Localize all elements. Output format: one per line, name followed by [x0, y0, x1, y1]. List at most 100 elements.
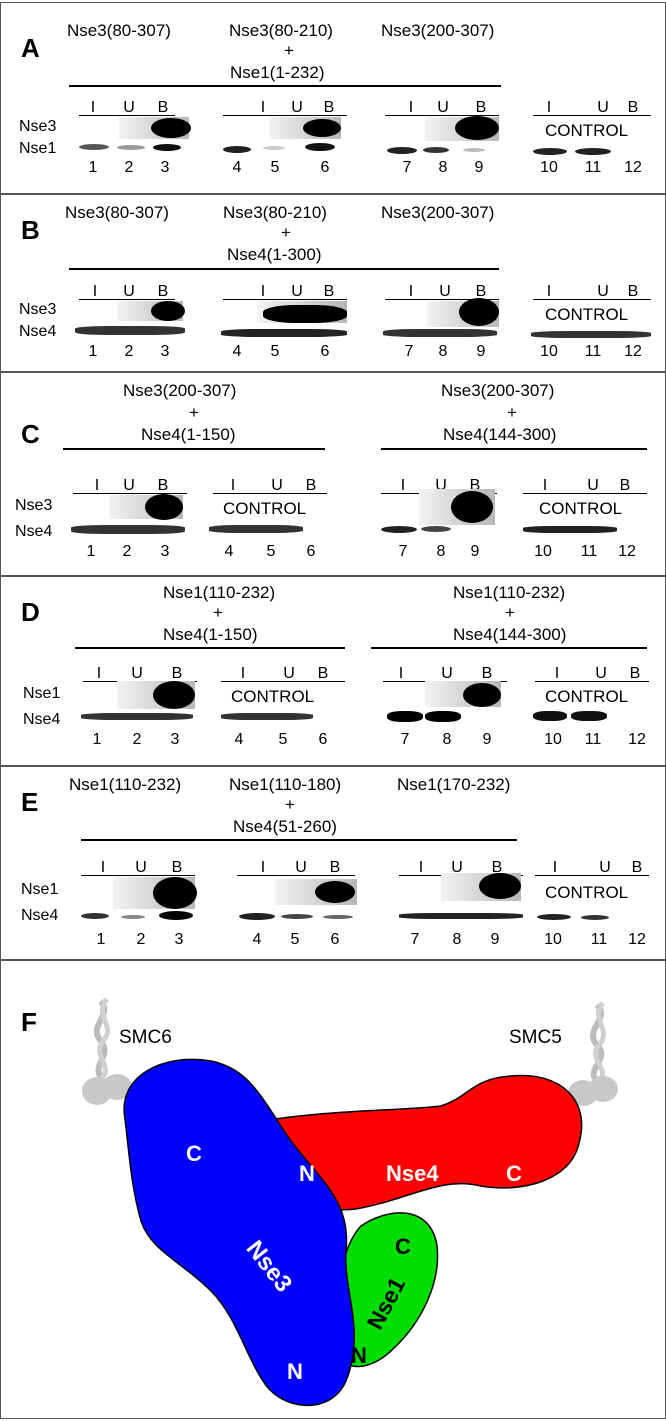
- row-label: Nse1: [21, 881, 59, 898]
- construct-label: Nse3(80-307): [65, 203, 169, 222]
- lane-header-line: [535, 875, 649, 876]
- blot-band: [533, 148, 567, 155]
- lane-header-line: [237, 875, 355, 876]
- blot-band: [79, 144, 109, 150]
- lane-header: B: [171, 665, 183, 682]
- lane-header: U: [451, 859, 463, 876]
- lane-number: 8: [452, 931, 462, 948]
- bracket-line: [69, 85, 501, 87]
- blot-band: [455, 116, 499, 140]
- lane-header: B: [157, 477, 169, 494]
- blot-band: [383, 329, 497, 337]
- blot-band: [451, 491, 493, 523]
- lane-header: U: [291, 99, 303, 116]
- lane-header: U: [599, 859, 611, 876]
- blot-band: [423, 147, 449, 153]
- lane-number: 7: [402, 159, 412, 176]
- bracket-line: [69, 268, 499, 270]
- blot-band: [81, 913, 109, 919]
- lane-number: 3: [174, 931, 184, 948]
- lane-number: 8: [438, 343, 448, 360]
- lane-number: 6: [320, 159, 330, 176]
- bracket-line: [81, 839, 517, 841]
- lane-number: 11: [580, 543, 598, 560]
- blot-band: [425, 711, 461, 722]
- blot-band: [239, 913, 275, 920]
- construct-label: Nse1(110-232): [453, 583, 566, 602]
- lane-header: B: [323, 99, 335, 116]
- plus-sign: +: [213, 603, 223, 622]
- lane-header-line: [221, 681, 345, 682]
- lane-number: 6: [330, 931, 340, 948]
- blot-band: [223, 146, 251, 153]
- lane-number: 7: [398, 543, 408, 560]
- lane-header: I: [546, 99, 552, 116]
- panel-f: F SMC6 SMC5 C: [0, 960, 666, 1419]
- plus-sign: +: [505, 603, 515, 622]
- blot-band: [153, 144, 181, 151]
- partner-label: Nse4(1-150): [163, 625, 258, 644]
- lane-header: I: [408, 99, 414, 116]
- blot-band: [145, 494, 183, 520]
- lane-number: 1: [86, 543, 96, 560]
- lane-header: B: [627, 283, 639, 300]
- lane-header-line: [385, 299, 499, 300]
- blot-band: [381, 526, 417, 533]
- blot-band: [263, 146, 285, 150]
- construct-label: Nse1(110-180): [229, 775, 342, 794]
- lane-number: 3: [160, 159, 170, 176]
- lane-header: B: [481, 665, 493, 682]
- lane-header: U: [295, 859, 307, 876]
- blot-band: [315, 881, 355, 903]
- blot-band: [117, 145, 145, 150]
- lane-number: 5: [270, 159, 280, 176]
- lane-number: 11: [584, 343, 602, 360]
- lane-header: U: [131, 665, 143, 682]
- lane-header: I: [260, 99, 266, 116]
- nse3-subunit: [123, 1058, 355, 1407]
- lane-header: B: [157, 99, 169, 116]
- lane-number: 1: [88, 159, 98, 176]
- construct-label: Nse1(110-232): [163, 583, 276, 602]
- lane-header: I: [398, 665, 404, 682]
- control-label: CONTROL: [545, 883, 629, 902]
- lane-number: 9: [470, 543, 480, 560]
- blot-band: [81, 713, 193, 720]
- lane-number: 9: [490, 931, 500, 948]
- blot-band: [151, 118, 191, 138]
- lane-header: B: [157, 283, 169, 300]
- blot-band: [221, 329, 347, 337]
- lane-number: 1: [92, 731, 102, 748]
- lane-header-line: [533, 115, 651, 116]
- row-label: Nse1: [19, 140, 57, 157]
- construct-label: Nse3(80-210): [223, 203, 327, 222]
- blot-band: [575, 148, 611, 155]
- lane-header-line: [535, 681, 649, 682]
- bracket-line: [381, 448, 647, 450]
- blot-band: [71, 525, 185, 534]
- control-label: CONTROL: [231, 687, 315, 706]
- lane-number: 12: [618, 543, 636, 560]
- panel-letter: A: [21, 33, 40, 63]
- lane-number: 10: [544, 931, 562, 948]
- lane-header: I: [418, 859, 424, 876]
- lane-header: I: [408, 283, 414, 300]
- lane-header-line: [223, 115, 347, 116]
- blot-band: [303, 119, 341, 137]
- lane-header: B: [171, 859, 183, 876]
- lane-number: 7: [404, 343, 414, 360]
- blot-band: [571, 711, 607, 721]
- blot-band: [153, 877, 197, 909]
- control-label: CONTROL: [223, 499, 307, 518]
- bracket-line: [371, 647, 647, 649]
- plus-sign: +: [285, 795, 295, 814]
- row-label: Nse4: [15, 523, 53, 540]
- lane-number: 2: [132, 731, 142, 748]
- lane-header: B: [323, 283, 335, 300]
- lane-header: B: [329, 859, 341, 876]
- row-label: Nse3: [19, 301, 57, 318]
- panel-a: A Nse3(80-307) Nse3(80-210) Nse3(200-307…: [0, 2, 666, 194]
- lane-number: 2: [122, 543, 132, 560]
- lane-number: 8: [436, 543, 446, 560]
- lane-header: I: [90, 99, 96, 116]
